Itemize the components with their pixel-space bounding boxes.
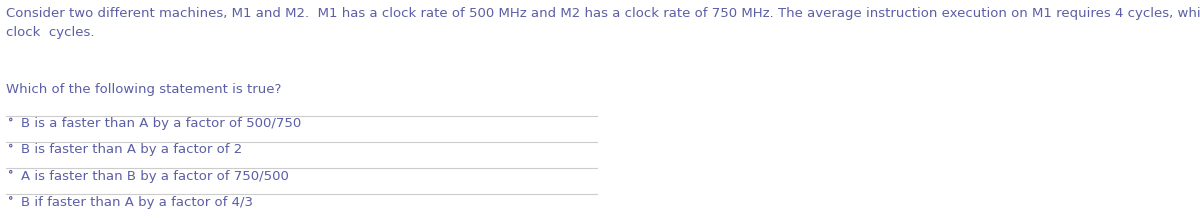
Text: B if faster than A by a factor of 4/3: B if faster than A by a factor of 4/3 bbox=[20, 196, 253, 209]
Text: Which of the following statement is true?: Which of the following statement is true… bbox=[6, 83, 281, 96]
Text: B is faster than A by a factor of 2: B is faster than A by a factor of 2 bbox=[20, 143, 242, 157]
Text: B is a faster than A by a factor of 500/750: B is a faster than A by a factor of 500/… bbox=[20, 117, 301, 130]
Text: A is faster than B by a factor of 750/500: A is faster than B by a factor of 750/50… bbox=[20, 170, 289, 183]
Text: Consider two different machines, M1 and M2.  M1 has a clock rate of 500 MHz and : Consider two different machines, M1 and … bbox=[6, 7, 1200, 39]
